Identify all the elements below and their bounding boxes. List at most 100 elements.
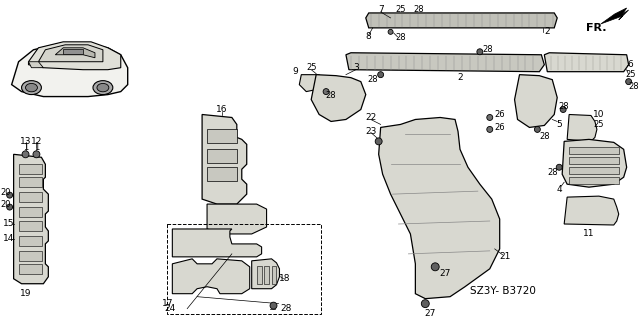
Polygon shape — [29, 42, 121, 70]
Polygon shape — [207, 204, 267, 234]
Polygon shape — [562, 139, 627, 187]
Text: 25: 25 — [594, 120, 604, 129]
Circle shape — [388, 29, 393, 34]
Text: 7: 7 — [378, 5, 383, 14]
Bar — [19, 251, 42, 261]
Text: 28: 28 — [326, 91, 337, 100]
Bar — [569, 167, 619, 174]
Text: 25: 25 — [396, 5, 406, 14]
Bar — [569, 157, 619, 164]
Polygon shape — [38, 45, 103, 62]
Text: 18: 18 — [278, 274, 290, 283]
Ellipse shape — [93, 81, 113, 94]
Text: 19: 19 — [20, 289, 31, 298]
Bar — [264, 266, 269, 284]
Text: 25: 25 — [306, 63, 316, 72]
Polygon shape — [311, 75, 366, 122]
Text: 28: 28 — [281, 304, 292, 313]
Text: 16: 16 — [216, 105, 228, 114]
Text: 6: 6 — [628, 60, 634, 69]
Polygon shape — [300, 75, 321, 92]
Bar — [569, 177, 619, 184]
Text: 27: 27 — [424, 309, 436, 318]
Circle shape — [487, 126, 493, 132]
Text: SZ3Y- B3720: SZ3Y- B3720 — [470, 286, 536, 296]
Text: 17: 17 — [162, 299, 173, 308]
Circle shape — [560, 107, 566, 113]
Bar — [569, 147, 619, 154]
Polygon shape — [515, 75, 557, 127]
Circle shape — [534, 126, 540, 132]
Circle shape — [22, 151, 29, 158]
Polygon shape — [564, 196, 619, 225]
Bar — [63, 49, 83, 54]
Text: 26: 26 — [494, 123, 505, 132]
Text: 28: 28 — [559, 102, 570, 111]
Text: 20: 20 — [1, 200, 11, 209]
Text: 14: 14 — [3, 234, 14, 243]
Polygon shape — [13, 154, 49, 284]
Text: 23: 23 — [365, 127, 376, 136]
Polygon shape — [601, 8, 628, 24]
Text: 28: 28 — [483, 45, 493, 54]
Text: FR.: FR. — [586, 23, 606, 33]
Bar — [19, 264, 42, 274]
Polygon shape — [55, 48, 95, 58]
Text: 24: 24 — [164, 304, 176, 313]
Text: 28: 28 — [367, 75, 378, 84]
Text: 5: 5 — [556, 120, 562, 129]
Bar — [207, 130, 237, 143]
Polygon shape — [202, 115, 247, 204]
Text: 22: 22 — [365, 113, 376, 122]
Polygon shape — [172, 229, 262, 257]
Ellipse shape — [22, 81, 42, 94]
Ellipse shape — [26, 84, 37, 92]
Text: 2: 2 — [457, 73, 463, 82]
Ellipse shape — [97, 84, 109, 92]
Circle shape — [270, 302, 277, 309]
Text: 26: 26 — [494, 110, 505, 119]
Circle shape — [421, 300, 429, 308]
Polygon shape — [12, 44, 128, 97]
Bar — [19, 164, 42, 174]
Bar — [207, 149, 237, 163]
Text: 27: 27 — [440, 269, 451, 278]
Text: 11: 11 — [583, 229, 595, 239]
Circle shape — [33, 151, 40, 158]
Circle shape — [375, 138, 382, 145]
Polygon shape — [366, 13, 557, 28]
Text: 28: 28 — [539, 132, 550, 141]
Text: 1: 1 — [34, 143, 39, 152]
Text: 12: 12 — [31, 137, 42, 146]
Circle shape — [6, 204, 13, 210]
Text: 2: 2 — [545, 27, 550, 36]
Circle shape — [378, 72, 383, 78]
Bar — [168, 224, 321, 314]
Polygon shape — [252, 259, 280, 289]
Circle shape — [477, 49, 483, 55]
Circle shape — [626, 79, 632, 85]
Text: 28: 28 — [413, 5, 424, 14]
Circle shape — [431, 263, 439, 271]
Bar — [207, 167, 237, 181]
Bar — [19, 192, 42, 202]
Text: 13: 13 — [20, 137, 31, 146]
Text: 1: 1 — [23, 143, 28, 152]
Bar — [19, 221, 42, 231]
Polygon shape — [545, 53, 628, 72]
Circle shape — [6, 192, 13, 198]
Circle shape — [323, 89, 329, 94]
Polygon shape — [346, 53, 545, 72]
Text: 28: 28 — [395, 33, 406, 42]
Text: 28: 28 — [628, 82, 639, 91]
Polygon shape — [29, 62, 44, 68]
Text: 25: 25 — [625, 70, 636, 79]
Text: 9: 9 — [292, 67, 298, 76]
Text: 20: 20 — [1, 188, 11, 197]
Text: 4: 4 — [556, 185, 562, 194]
Bar — [271, 266, 276, 284]
Bar — [19, 236, 42, 246]
Polygon shape — [567, 115, 597, 141]
Text: 3: 3 — [353, 63, 359, 72]
Text: 15: 15 — [3, 219, 15, 228]
